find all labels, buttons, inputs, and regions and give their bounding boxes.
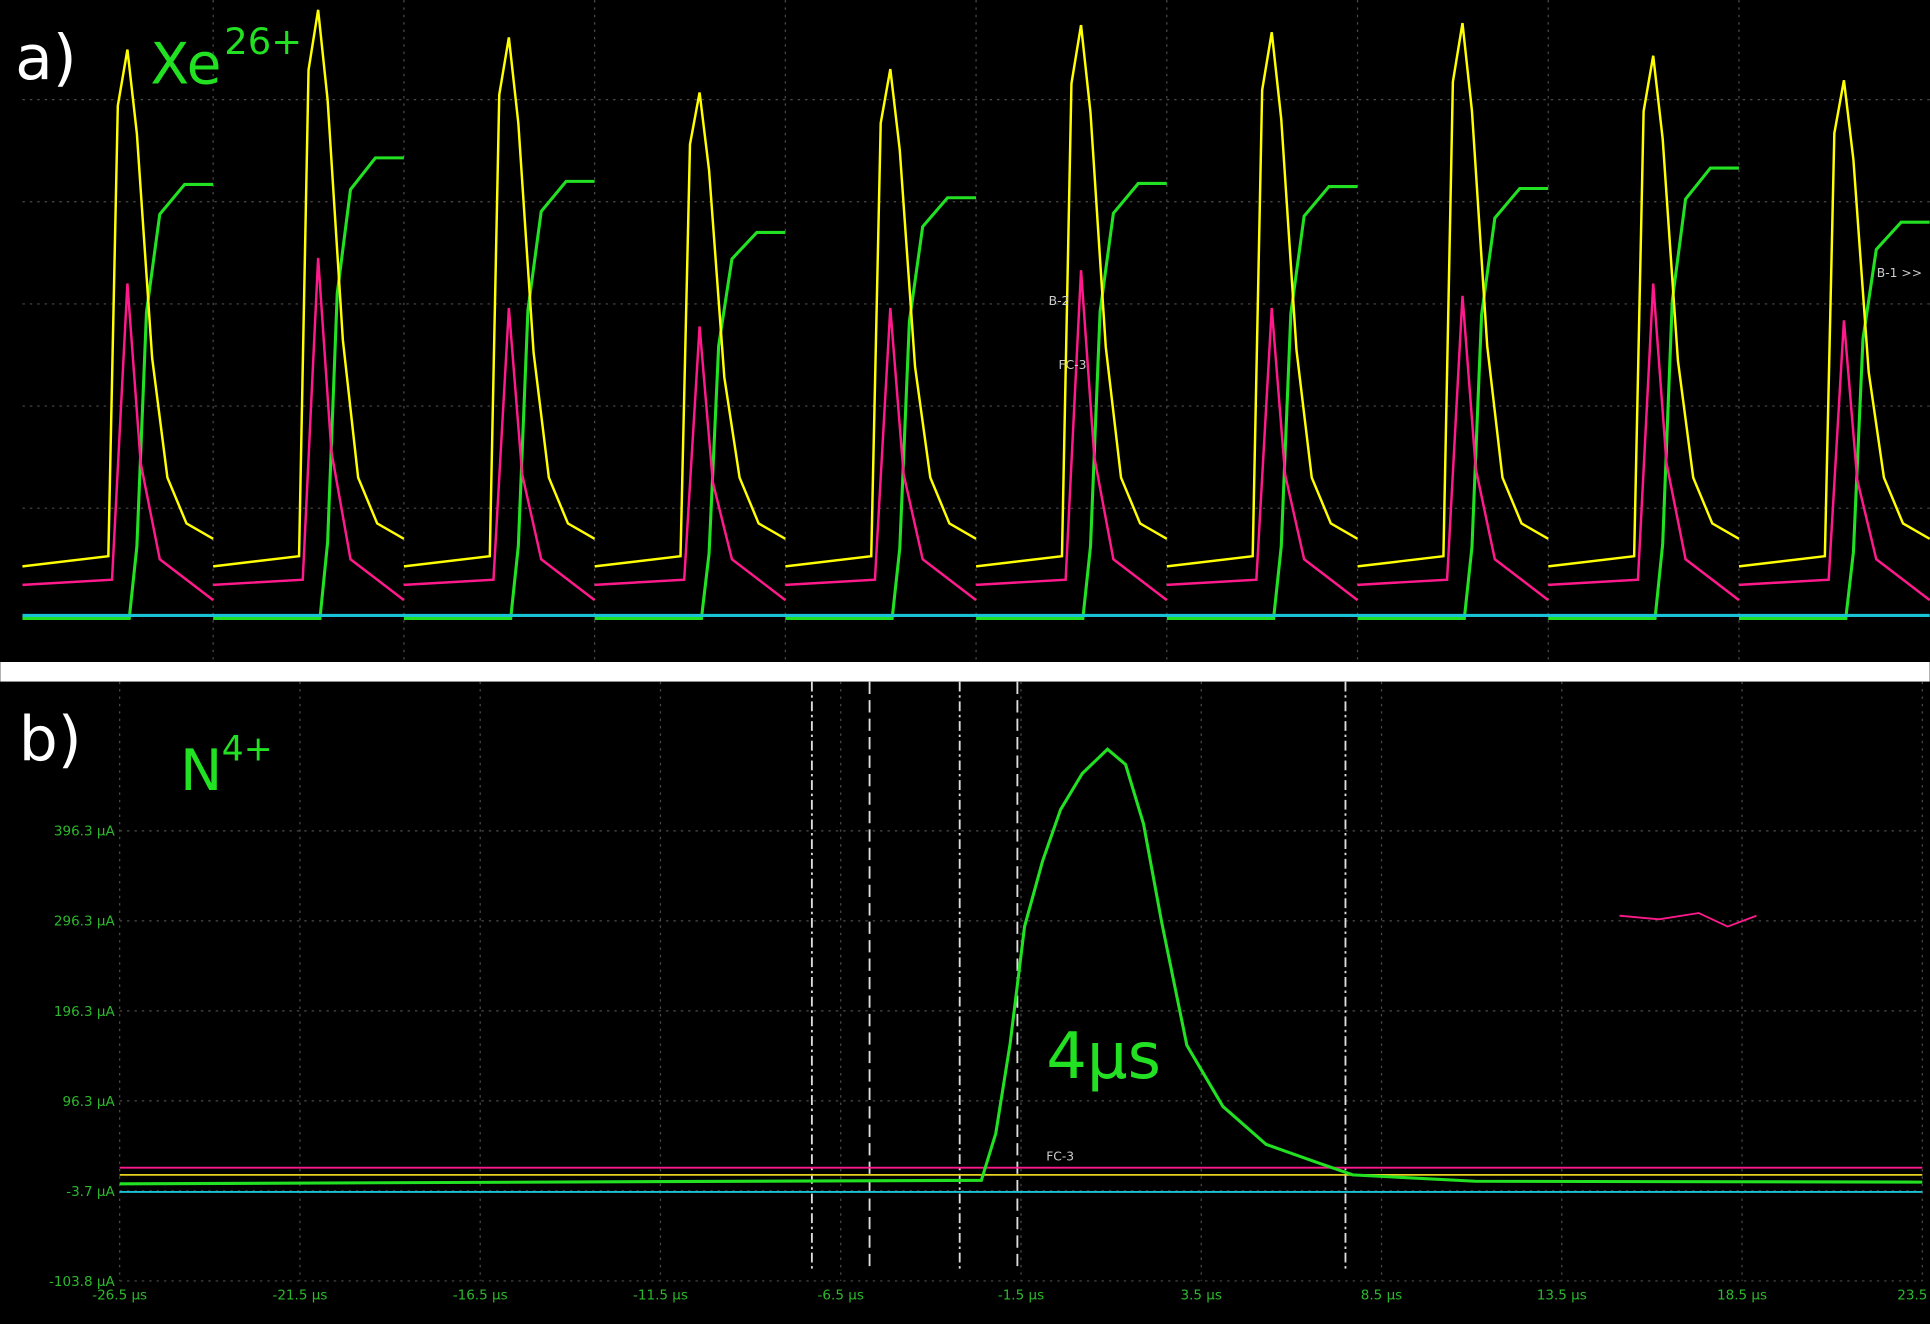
- trace-pink: [22, 283, 214, 602]
- y-tick-label: -3.7 µA: [66, 1184, 115, 1200]
- trace-pink: [785, 307, 977, 602]
- pulse-width-label: 4µs: [1046, 1020, 1161, 1094]
- trace-pink: [594, 326, 787, 602]
- panel-b: -103.8 µA -3.7 µA 96.3 µA 196.3 µA 296.3 µA 3…: [49, 681, 1930, 1303]
- trace-green: [403, 179, 595, 620]
- trace-green: [785, 196, 977, 620]
- trace-green: [1357, 186, 1549, 620]
- trace-pink: [1738, 320, 1930, 602]
- x-tick-label: 3.5 µs: [1181, 1287, 1222, 1303]
- x-tick-label: 18.5 µs: [1717, 1287, 1767, 1303]
- y-tick-label: 96.3 µA: [62, 1094, 115, 1110]
- trace-yellow: [403, 37, 596, 568]
- trace-green: [976, 181, 1167, 620]
- trace-green: [1166, 185, 1358, 620]
- y-tick-label: -103.8 µA: [49, 1274, 115, 1290]
- x-tick-label: -11.5 µs: [633, 1287, 688, 1303]
- trace-green: [119, 747, 1923, 1186]
- ion-charge: 26+: [224, 20, 302, 63]
- panel-a-bg: [0, 0, 1930, 662]
- y-tick-label: 196.3 µA: [54, 1004, 116, 1020]
- channel-tag: B-2: [1049, 294, 1070, 308]
- trace-green: [22, 182, 214, 620]
- trace-yellow: [1357, 22, 1549, 568]
- trace-green: [1548, 166, 1739, 620]
- channel-tag: FC-3: [1046, 1149, 1074, 1163]
- trace-pink-fragment: [1619, 912, 1757, 928]
- trace-yellow: [22, 49, 214, 568]
- channel-tag: FC-3: [1059, 358, 1087, 372]
- trace-pink: [213, 257, 405, 602]
- trace-yellow: [1738, 80, 1930, 568]
- y-tick-label: 296.3 µA: [54, 914, 116, 930]
- trace-pink: [1357, 295, 1549, 602]
- trace-yellow: [785, 68, 977, 568]
- trace-yellow: [213, 9, 405, 568]
- trace-green: [213, 156, 404, 620]
- trace-green: [1738, 220, 1930, 620]
- x-tick-label: -21.5 µs: [272, 1287, 327, 1303]
- y-tick-label: 396.3 µA: [54, 824, 116, 840]
- ion-charge: 4+: [222, 729, 273, 769]
- x-tick-label: 13.5 µs: [1537, 1287, 1587, 1303]
- panel-label: a): [15, 22, 77, 94]
- x-tick-label: 8.5 µs: [1361, 1287, 1402, 1303]
- trace-pink: [403, 307, 596, 602]
- panel-b-bg: [0, 681, 1930, 1324]
- trace-pink: [1166, 307, 1359, 602]
- x-tick-label: -6.5 µs: [818, 1287, 864, 1303]
- trace-yellow: [594, 92, 786, 568]
- panel-a: [22, 0, 1930, 662]
- x-tick-label: -16.5 µs: [453, 1287, 508, 1303]
- trace-green: [594, 230, 786, 620]
- panel-label: b): [19, 703, 82, 775]
- ion-label: N: [180, 738, 222, 804]
- x-tick-label: 23.5 µs: [1897, 1287, 1930, 1303]
- trace-yellow: [975, 24, 1168, 568]
- x-tick-label: -26.5 µs: [92, 1287, 147, 1303]
- channel-tag: B-1 >>: [1877, 266, 1922, 280]
- separator: [0, 662, 1930, 682]
- trace-yellow: [1166, 32, 1359, 568]
- trace-yellow: [1548, 55, 1740, 568]
- trace-pink: [1548, 283, 1740, 602]
- x-tick-label: -1.5 µs: [998, 1287, 1044, 1303]
- trace-pink: [976, 270, 1168, 602]
- ion-label: Xe: [150, 32, 221, 98]
